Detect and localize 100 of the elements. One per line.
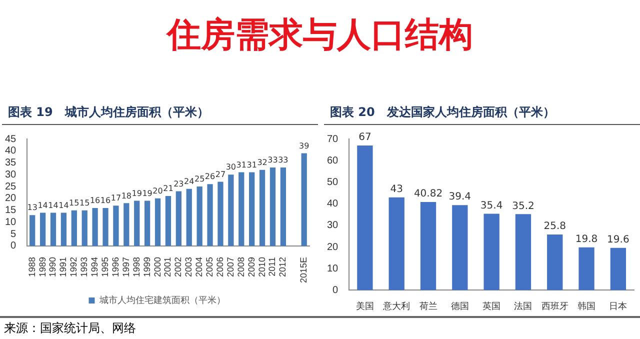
x-tick-label: 韩国 bbox=[578, 301, 596, 312]
bar bbox=[249, 172, 255, 246]
data-label: 17 bbox=[110, 194, 122, 203]
x-tick-label: 1988 bbox=[26, 256, 37, 278]
y-tick-label: 15 bbox=[5, 205, 17, 216]
y-tick-label: 10 bbox=[327, 263, 339, 274]
x-tick-label: 德国 bbox=[450, 301, 469, 312]
bar bbox=[176, 191, 182, 246]
bar bbox=[578, 247, 594, 290]
x-tick-label: 1997 bbox=[120, 256, 131, 278]
data-label: 35.4 bbox=[480, 200, 503, 212]
x-tick-label: 2000 bbox=[152, 256, 162, 278]
x-tick-label: 2011 bbox=[267, 256, 278, 276]
data-label: 13 bbox=[27, 203, 38, 212]
x-tick-label: 2002 bbox=[173, 256, 184, 278]
data-label: 39.4 bbox=[448, 192, 472, 203]
data-label: 14 bbox=[38, 200, 48, 210]
bar bbox=[357, 145, 373, 290]
x-tick-label: 1990 bbox=[48, 256, 58, 278]
data-label: 19.8 bbox=[575, 234, 598, 246]
x-tick-label: 西班牙 bbox=[541, 301, 568, 312]
bar bbox=[40, 212, 46, 246]
data-label: 67 bbox=[358, 132, 372, 144]
bar bbox=[196, 186, 202, 246]
x-tick-label: 美国 bbox=[356, 301, 374, 312]
bar bbox=[218, 182, 224, 246]
data-label: 23 bbox=[174, 179, 184, 188]
bar bbox=[270, 168, 276, 246]
bar bbox=[144, 200, 150, 246]
y-tick-label: 30 bbox=[5, 169, 17, 180]
data-label: 21 bbox=[163, 184, 174, 194]
data-label: 18 bbox=[121, 191, 132, 200]
x-tick-label: 2001 bbox=[162, 256, 173, 278]
x-tick-label: 2012 bbox=[278, 256, 288, 278]
x-tick-label: 荷兰 bbox=[419, 301, 438, 312]
data-label: 25 bbox=[194, 174, 205, 184]
bar bbox=[301, 153, 307, 246]
x-tick-label: 1992 bbox=[68, 256, 79, 278]
data-label: 15 bbox=[80, 198, 90, 208]
x-tick-label: 法国 bbox=[514, 301, 532, 312]
bar bbox=[71, 210, 77, 246]
bar bbox=[547, 234, 563, 290]
data-label: 31 bbox=[236, 160, 246, 170]
data-label: 39 bbox=[298, 141, 310, 150]
x-tick-label: 1999 bbox=[142, 256, 152, 278]
bar bbox=[82, 210, 88, 246]
bar bbox=[388, 197, 404, 290]
data-label: 24 bbox=[184, 177, 194, 186]
x-tick-label: 1989 bbox=[37, 256, 48, 278]
data-label: 19 bbox=[142, 188, 152, 198]
y-tick-label: 70 bbox=[327, 134, 339, 145]
data-label: 14 bbox=[48, 200, 58, 210]
y-tick-label: 45 bbox=[5, 134, 17, 145]
x-tick-label: 2007 bbox=[225, 256, 236, 278]
x-tick-label: 1996 bbox=[110, 256, 120, 278]
legend-label: 城市人均住宅建筑面积（平米） bbox=[98, 294, 226, 305]
bar bbox=[134, 200, 140, 246]
chart-title: 图表 20 发达国家人均住房面积（平米） bbox=[324, 100, 640, 125]
data-label: 14 bbox=[58, 200, 69, 210]
data-label: 43 bbox=[390, 184, 403, 195]
y-tick-label: 10 bbox=[5, 216, 17, 228]
bar bbox=[154, 198, 161, 246]
data-label: 26 bbox=[204, 172, 216, 182]
x-tick-label: 1998 bbox=[131, 256, 142, 278]
data-label: 32 bbox=[257, 158, 268, 167]
x-tick-label: 2005 bbox=[204, 256, 215, 278]
chart-title: 图表 19 城市人均住房面积（平米） bbox=[2, 100, 318, 125]
y-tick-label: 60 bbox=[327, 155, 339, 166]
y-tick-label: 50 bbox=[327, 176, 339, 188]
x-tick-label: 2004 bbox=[194, 256, 204, 278]
x-tick-label: 1991 bbox=[58, 256, 68, 278]
x-tick-label: 2008 bbox=[236, 256, 246, 278]
x-tick-label: 意大利 bbox=[382, 301, 410, 312]
data-label: 30 bbox=[226, 162, 236, 172]
data-label: 27 bbox=[215, 170, 226, 179]
source-note: 来源：国家统计局、网络 bbox=[0, 316, 640, 339]
y-tick-label: 40 bbox=[327, 198, 339, 210]
bar bbox=[186, 188, 192, 246]
x-tick-label: 日本 bbox=[609, 301, 628, 312]
x-tick-label: 2015E bbox=[298, 256, 309, 284]
x-tick-label: 2003 bbox=[184, 256, 194, 278]
y-tick-label: 40 bbox=[5, 146, 17, 157]
x-tick-label: 1995 bbox=[100, 256, 110, 278]
data-label: 20 bbox=[152, 186, 163, 196]
data-label: 33 bbox=[278, 156, 288, 165]
bar bbox=[280, 168, 286, 246]
y-tick-label: 0 bbox=[10, 240, 17, 252]
bar bbox=[259, 170, 266, 246]
data-label: 35.2 bbox=[512, 200, 534, 212]
x-tick-label: 英国 bbox=[482, 301, 501, 312]
bar bbox=[30, 215, 36, 246]
bar bbox=[452, 205, 468, 290]
bar bbox=[92, 208, 98, 246]
data-label: 19 bbox=[132, 188, 142, 198]
bar bbox=[60, 212, 67, 246]
data-label: 16 bbox=[90, 196, 100, 206]
x-tick-label: 1994 bbox=[90, 256, 100, 278]
x-tick-label: 2006 bbox=[214, 256, 225, 278]
bar bbox=[124, 203, 130, 246]
y-tick-label: 5 bbox=[10, 228, 17, 240]
